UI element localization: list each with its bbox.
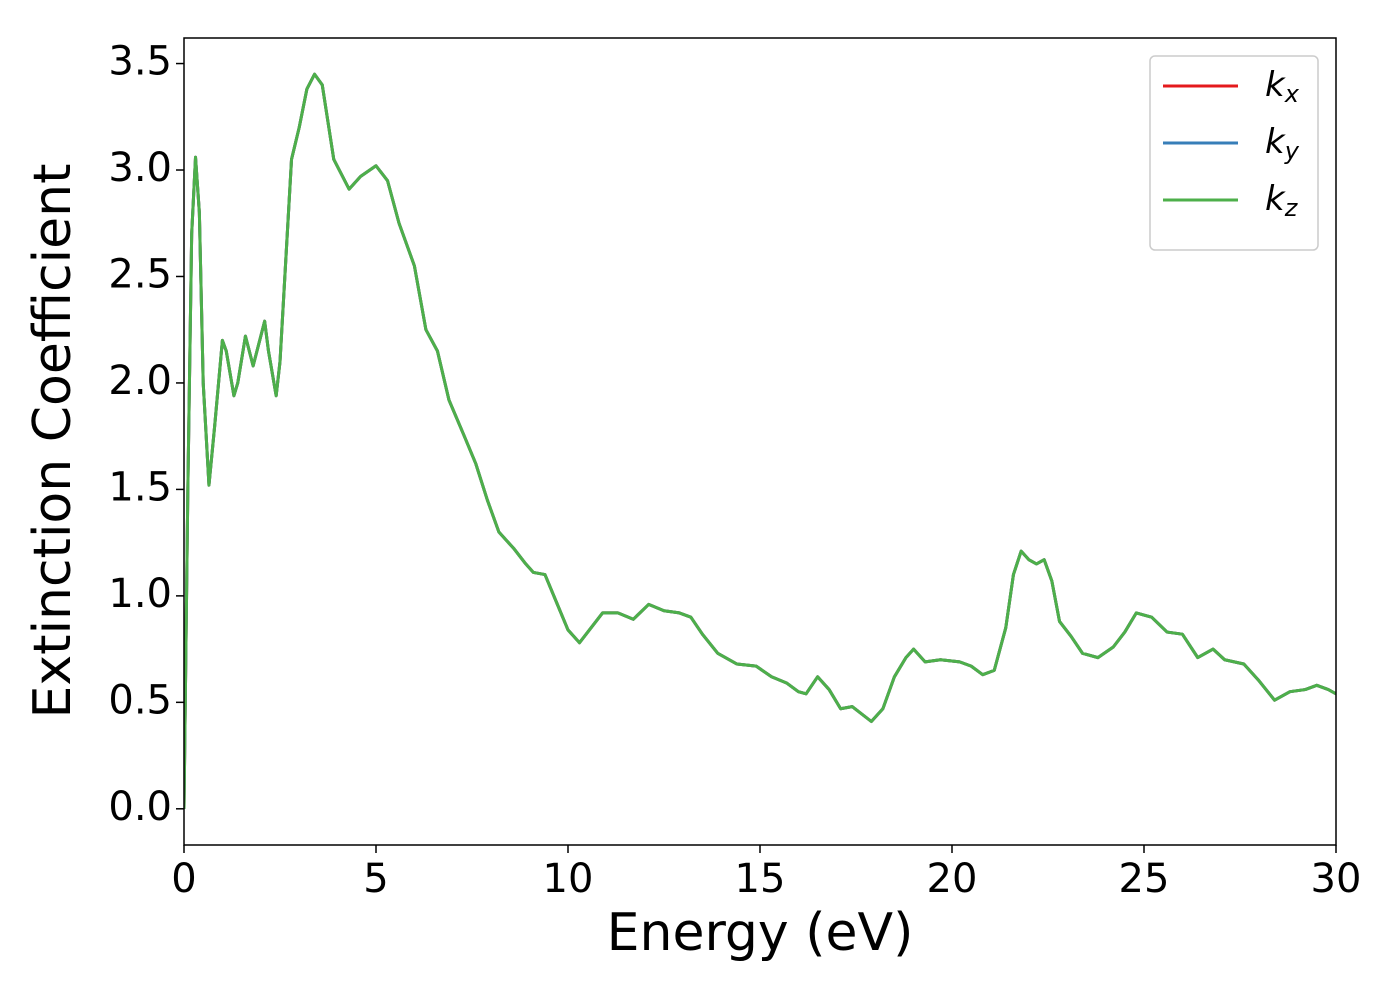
legend-label: kz: [1265, 179, 1299, 223]
y-tick-label: 3.5: [108, 39, 172, 85]
y-tick-label: 1.5: [108, 464, 172, 510]
y-tick-label: 3.0: [108, 145, 172, 191]
x-tick-label: 10: [543, 856, 594, 902]
y-tick-label: 2.5: [108, 251, 172, 297]
plot-frame: [183, 37, 1337, 846]
x-tick-label: 15: [735, 856, 786, 902]
data-line: [184, 72, 1336, 809]
x-axis-label: Energy (eV): [607, 903, 914, 963]
x-tick-label: 5: [363, 856, 388, 902]
y-axis-label: Extinction Coefficient: [23, 164, 83, 719]
x-tick-label: 0: [171, 856, 196, 902]
y-tick-label: 0.5: [108, 677, 172, 723]
y-tick-label: 2.0: [108, 358, 172, 404]
x-tick-label: 25: [1119, 856, 1170, 902]
y-tick-label: 1.0: [108, 571, 172, 617]
x-tick-label: 30: [1311, 856, 1362, 902]
y-tick-label: 0.0: [108, 784, 172, 830]
legend-label: kx: [1265, 65, 1300, 109]
legend-label: ky: [1265, 122, 1300, 166]
x-tick-label: 20: [927, 856, 978, 902]
